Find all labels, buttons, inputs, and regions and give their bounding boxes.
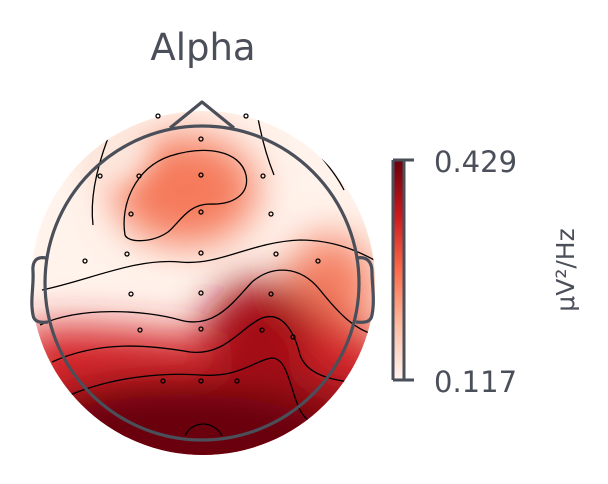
chart-title: Alpha xyxy=(150,26,255,69)
sensor-markers xyxy=(82,113,321,384)
colorbar-gradient xyxy=(394,160,404,380)
colorbar-min-label: 0.117 xyxy=(434,365,517,399)
colorbar-unit-label: μV²/Hz xyxy=(551,228,580,311)
head-outline xyxy=(30,100,375,442)
colorbar-max-label: 0.429 xyxy=(434,145,517,179)
topomap-heatmap xyxy=(31,111,375,455)
colorbar: 0.429 0.117 μV²/Hz xyxy=(391,145,580,399)
